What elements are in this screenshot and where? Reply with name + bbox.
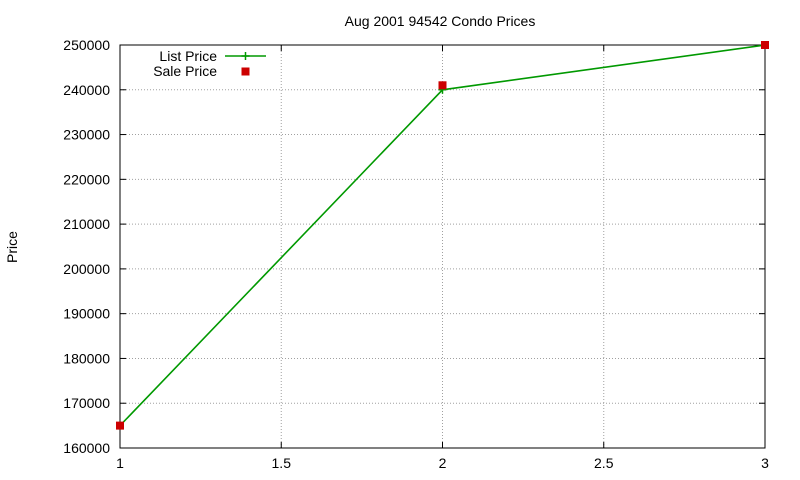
y-tick-label: 160000: [63, 440, 110, 456]
data-point-sale-price: [761, 41, 769, 49]
grid: [120, 45, 765, 448]
y-tick-label: 210000: [63, 216, 110, 232]
legend-marker-list-price: [241, 52, 250, 60]
y-tick-label: 170000: [63, 395, 110, 411]
x-tick-label: 1: [116, 455, 124, 471]
legend: List Price Sale Price: [153, 48, 266, 79]
axis-ticks: 160000 170000 180000 190000 200000 210000 2200…: [63, 37, 769, 471]
data-point-sale-price: [438, 81, 447, 90]
data-point-sale-price: [116, 421, 124, 430]
x-tick-label: 2.5: [594, 455, 614, 471]
y-tick-label: 200000: [63, 261, 110, 277]
y-axis-label: Price: [4, 231, 20, 263]
y-tick-label: 240000: [63, 82, 110, 98]
x-tick-label: 1.5: [272, 455, 292, 471]
legend-label-sale-price: Sale Price: [153, 63, 217, 79]
x-tick-label: 3: [761, 455, 769, 471]
series-layer: [116, 41, 769, 430]
legend-label-list-price: List Price: [159, 48, 217, 64]
legend-marker-sale-price: [241, 67, 250, 76]
x-tick-label: 2: [439, 455, 447, 471]
y-tick-label: 180000: [63, 350, 110, 366]
y-tick-label: 220000: [63, 171, 110, 187]
chart-title: Aug 2001 94542 Condo Prices: [345, 13, 536, 29]
y-tick-label: 250000: [63, 37, 110, 53]
y-tick-label: 190000: [63, 306, 110, 322]
y-tick-label: 230000: [63, 127, 110, 143]
